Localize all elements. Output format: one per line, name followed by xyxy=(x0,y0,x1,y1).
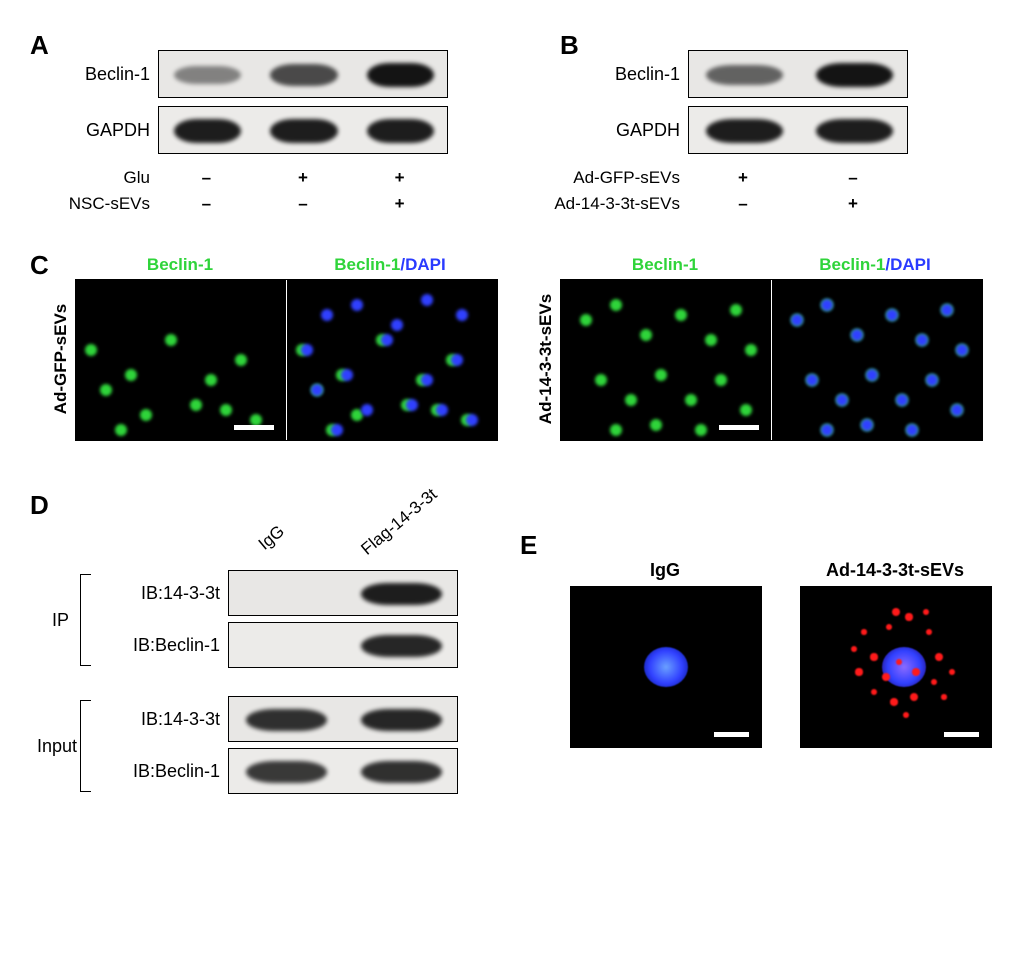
static-label: Ad-14-3-3t-sEVs xyxy=(530,194,688,214)
static-label: Ad-GFP-sEVs xyxy=(530,168,688,188)
static-label: GAPDH xyxy=(590,120,688,141)
static-label: + xyxy=(351,168,448,188)
blot-band xyxy=(270,64,338,85)
static-label: Ad-GFP-sEVs xyxy=(51,279,71,439)
fluorescence-image xyxy=(76,280,286,440)
panel-label-e: E xyxy=(520,530,537,561)
static-label: Ad-14-3-3t-sEVs xyxy=(536,279,556,439)
static-label: IB:14-3-3t xyxy=(110,709,228,730)
blot-band xyxy=(246,709,327,731)
blot-band xyxy=(361,709,442,731)
blot-row: IB:Beclin-1 xyxy=(110,622,458,668)
blot-row: GAPDH xyxy=(60,106,448,154)
static-label: Beclin-1 xyxy=(60,64,158,85)
fluor-panel: Beclin-1Beclin-1/DAPIAd-14-3-3t-sEVs xyxy=(560,255,983,441)
blot-row: IB:14-3-3t xyxy=(110,696,458,742)
static-label: Beclin-1/DAPI xyxy=(285,255,495,275)
static-label: – xyxy=(158,194,255,214)
blot-box xyxy=(228,696,458,742)
static-label: + xyxy=(798,194,908,214)
blot-band xyxy=(706,119,783,143)
blot-band xyxy=(246,761,327,782)
blot-box xyxy=(688,106,908,154)
blot-band xyxy=(816,119,893,143)
fluorescence-image xyxy=(561,280,771,440)
cell-image xyxy=(800,586,992,748)
cell-image xyxy=(570,586,762,748)
panel-label-b: B xyxy=(560,30,579,61)
panel-label-d: D xyxy=(30,490,49,521)
static-label: Beclin-1 xyxy=(590,64,688,85)
static-label: IB:14-3-3t xyxy=(110,583,228,604)
panel-label-c: C xyxy=(30,250,49,281)
blot-band xyxy=(174,119,242,143)
blot-box xyxy=(228,570,458,616)
blot-band xyxy=(174,66,242,84)
static-label: NSC-sEVs xyxy=(60,194,158,214)
static-label: – xyxy=(255,194,352,214)
static-label: – xyxy=(158,168,255,188)
fluorescence-image xyxy=(771,280,982,440)
blot-row: IB:Beclin-1 xyxy=(110,748,458,794)
blot-box xyxy=(158,50,448,98)
static-label: + xyxy=(688,168,798,188)
static-label: Beclin-1 xyxy=(560,255,770,275)
blot-band xyxy=(270,119,338,143)
static-label: + xyxy=(351,194,448,214)
blot-band xyxy=(367,119,435,143)
blot-band xyxy=(361,583,442,606)
blot-band xyxy=(367,63,435,87)
blot-box xyxy=(228,748,458,794)
panel-label-a: A xyxy=(30,30,49,61)
static-label: + xyxy=(255,168,352,188)
fluorescence-image xyxy=(286,280,497,440)
blot-band xyxy=(816,63,893,87)
static-label: Glu xyxy=(60,168,158,188)
static-label: IB:Beclin-1 xyxy=(110,635,228,656)
static-label: GAPDH xyxy=(60,120,158,141)
blot-band xyxy=(706,65,783,85)
blot-box xyxy=(228,622,458,668)
blot-band xyxy=(361,635,442,657)
blot-band xyxy=(361,761,442,783)
blot-box xyxy=(688,50,908,98)
static-label: – xyxy=(798,168,908,188)
blot-row: IB:14-3-3t xyxy=(110,570,458,616)
fluor-panel: Beclin-1Beclin-1/DAPIAd-GFP-sEVs xyxy=(75,255,498,441)
blot-row: Beclin-1 xyxy=(60,50,448,98)
static-label: IB:Beclin-1 xyxy=(110,761,228,782)
static-label: Beclin-1 xyxy=(75,255,285,275)
static-label: Beclin-1/DAPI xyxy=(770,255,980,275)
blot-box xyxy=(158,106,448,154)
static-label: – xyxy=(688,194,798,214)
